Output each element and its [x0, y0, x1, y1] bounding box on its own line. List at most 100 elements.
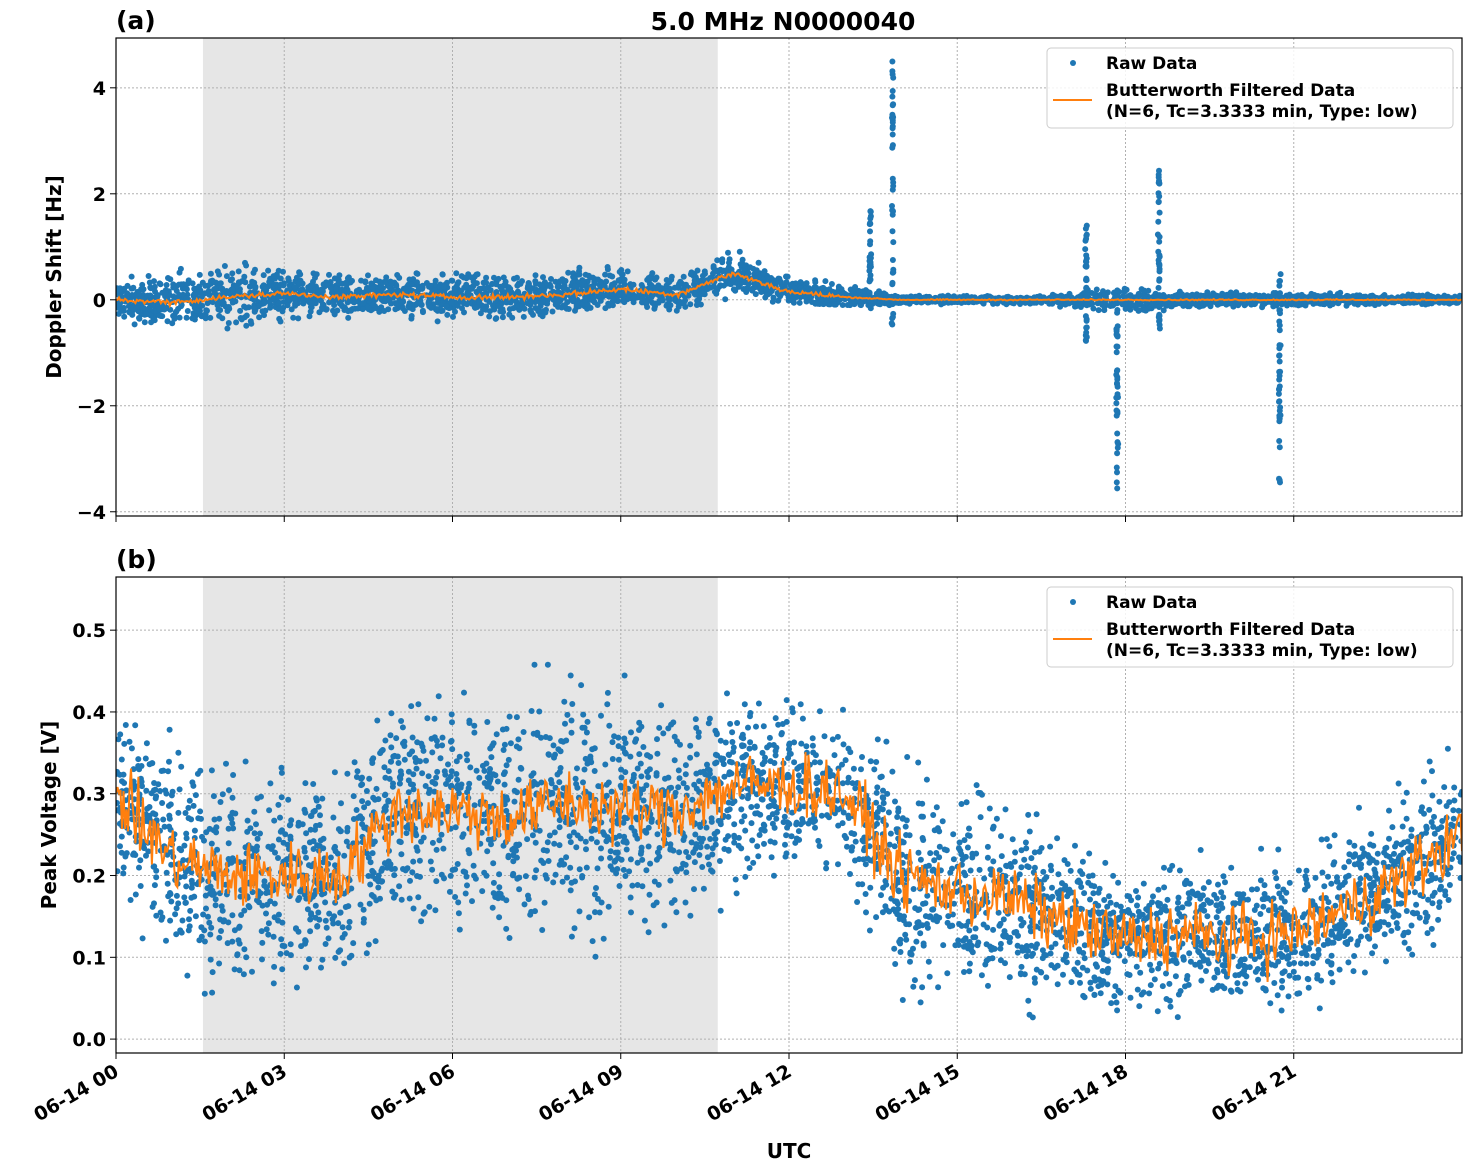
raw-point	[304, 906, 311, 913]
raw-point	[570, 274, 577, 281]
raw-point	[890, 239, 897, 246]
raw-point	[1155, 171, 1162, 178]
raw-point	[198, 293, 205, 300]
raw-point	[1295, 867, 1302, 874]
raw-point	[364, 304, 371, 311]
raw-point	[446, 888, 453, 895]
raw-point	[604, 689, 611, 696]
raw-point	[808, 286, 815, 293]
raw-point	[218, 298, 225, 305]
raw-point	[739, 256, 746, 263]
raw-point	[573, 301, 580, 308]
raw-point	[753, 267, 760, 274]
raw-point	[561, 302, 568, 309]
raw-point	[786, 746, 792, 753]
raw-point	[263, 910, 269, 917]
raw-point	[722, 277, 729, 284]
raw-point	[392, 306, 399, 313]
raw-point	[539, 299, 546, 306]
raw-point	[130, 284, 137, 291]
raw-point	[755, 853, 762, 860]
raw-point	[1420, 778, 1427, 785]
raw-point	[1082, 246, 1089, 253]
raw-point	[252, 266, 258, 273]
raw-point	[261, 312, 267, 319]
raw-point	[136, 290, 142, 297]
raw-point	[1168, 303, 1175, 310]
raw-point	[306, 313, 313, 320]
raw-point	[429, 866, 436, 873]
raw-point	[866, 254, 873, 261]
raw-point	[645, 843, 652, 850]
raw-point	[1326, 843, 1333, 850]
raw-point	[1321, 883, 1328, 890]
raw-point	[1081, 955, 1088, 962]
raw-point	[500, 747, 507, 753]
raw-point	[229, 912, 236, 919]
raw-point	[1416, 914, 1423, 921]
raw-point	[467, 284, 474, 291]
raw-point	[703, 824, 710, 831]
raw-point	[615, 756, 622, 763]
raw-point	[1058, 292, 1065, 299]
raw-point	[279, 966, 286, 973]
raw-point	[630, 281, 637, 288]
raw-point	[745, 270, 752, 277]
raw-point	[620, 819, 627, 826]
raw-point	[1402, 300, 1409, 306]
raw-point	[572, 307, 578, 314]
raw-point	[326, 271, 332, 278]
raw-point	[956, 839, 963, 846]
raw-point	[1450, 815, 1457, 822]
raw-point	[515, 736, 522, 743]
raw-point	[1256, 953, 1263, 960]
raw-point	[924, 892, 931, 899]
raw-point	[267, 780, 274, 787]
raw-point	[116, 301, 120, 308]
raw-point	[621, 281, 628, 288]
raw-point	[989, 825, 996, 832]
raw-point	[927, 850, 934, 857]
raw-point	[334, 307, 341, 314]
raw-point	[463, 751, 470, 758]
raw-point	[204, 300, 211, 307]
raw-point	[1133, 963, 1140, 970]
raw-point	[136, 864, 142, 871]
raw-point	[448, 299, 455, 306]
raw-point	[639, 295, 646, 302]
raw-point	[565, 269, 572, 276]
raw-point	[1276, 376, 1283, 383]
raw-point	[1121, 958, 1128, 965]
raw-point	[582, 755, 589, 762]
raw-point	[831, 301, 838, 308]
raw-point	[345, 924, 352, 931]
raw-point	[1113, 343, 1120, 350]
raw-point	[616, 291, 623, 298]
raw-point	[799, 715, 806, 722]
raw-point	[622, 740, 629, 746]
raw-point	[1083, 317, 1090, 324]
chart-title: 5.0 MHz N0000040	[651, 7, 916, 36]
raw-point	[922, 900, 929, 907]
raw-point	[1381, 931, 1388, 938]
raw-point	[1435, 826, 1441, 833]
raw-point	[576, 264, 583, 271]
raw-point	[410, 771, 417, 778]
raw-point	[331, 302, 338, 309]
raw-point	[1114, 383, 1121, 390]
raw-point	[681, 293, 688, 300]
raw-point	[1358, 933, 1364, 940]
raw-point	[1279, 977, 1286, 984]
raw-point	[141, 319, 148, 326]
raw-point	[1155, 284, 1162, 291]
raw-point	[388, 744, 395, 751]
raw-point	[773, 815, 780, 822]
raw-point	[1114, 287, 1121, 294]
raw-point	[235, 288, 242, 295]
raw-point	[756, 832, 763, 838]
raw-point	[1386, 835, 1392, 842]
raw-point	[1083, 324, 1090, 331]
raw-point	[1114, 367, 1121, 374]
raw-point	[1346, 839, 1353, 846]
